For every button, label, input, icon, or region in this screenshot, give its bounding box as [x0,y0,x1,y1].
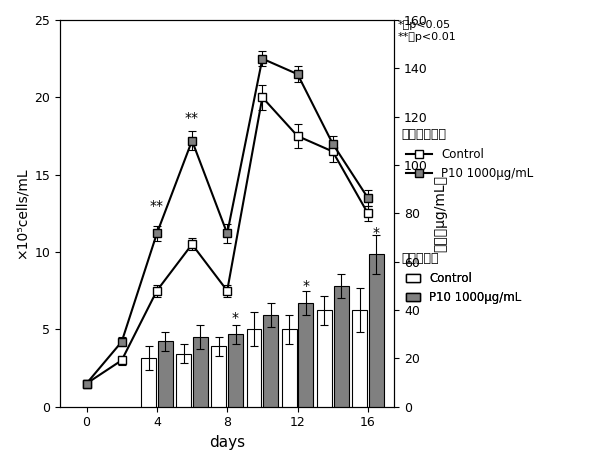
Bar [368,254,384,407]
Text: 細胞数（線）: 細胞数（線） [401,128,446,141]
Y-axis label: 抗体（μg/mL）: 抗体（μg/mL） [433,175,447,252]
Text: *：p<0.05
**：p<0.01: *：p<0.05 **：p<0.01 [398,20,456,41]
Bar [263,315,278,407]
Bar [298,303,313,407]
Bar [228,334,243,407]
Bar [211,346,226,407]
Bar [141,359,156,407]
Text: **: ** [150,199,164,213]
Bar [158,341,173,407]
Bar [282,329,297,407]
Bar [352,310,367,407]
Legend: Control, P10 1000μg/mL: Control, P10 1000μg/mL [401,267,526,309]
Text: **: ** [185,111,199,125]
Bar [176,353,191,407]
Bar [247,329,261,407]
Bar [333,286,348,407]
Text: *: * [373,226,380,240]
Text: 抗体（棒）: 抗体（棒） [401,252,438,265]
Y-axis label: ×10⁵cells/mL: ×10⁵cells/mL [15,167,29,259]
Bar [317,310,332,407]
Bar [193,337,208,407]
Text: *: * [232,311,239,325]
X-axis label: days: days [209,435,245,450]
Text: *: * [302,279,310,293]
